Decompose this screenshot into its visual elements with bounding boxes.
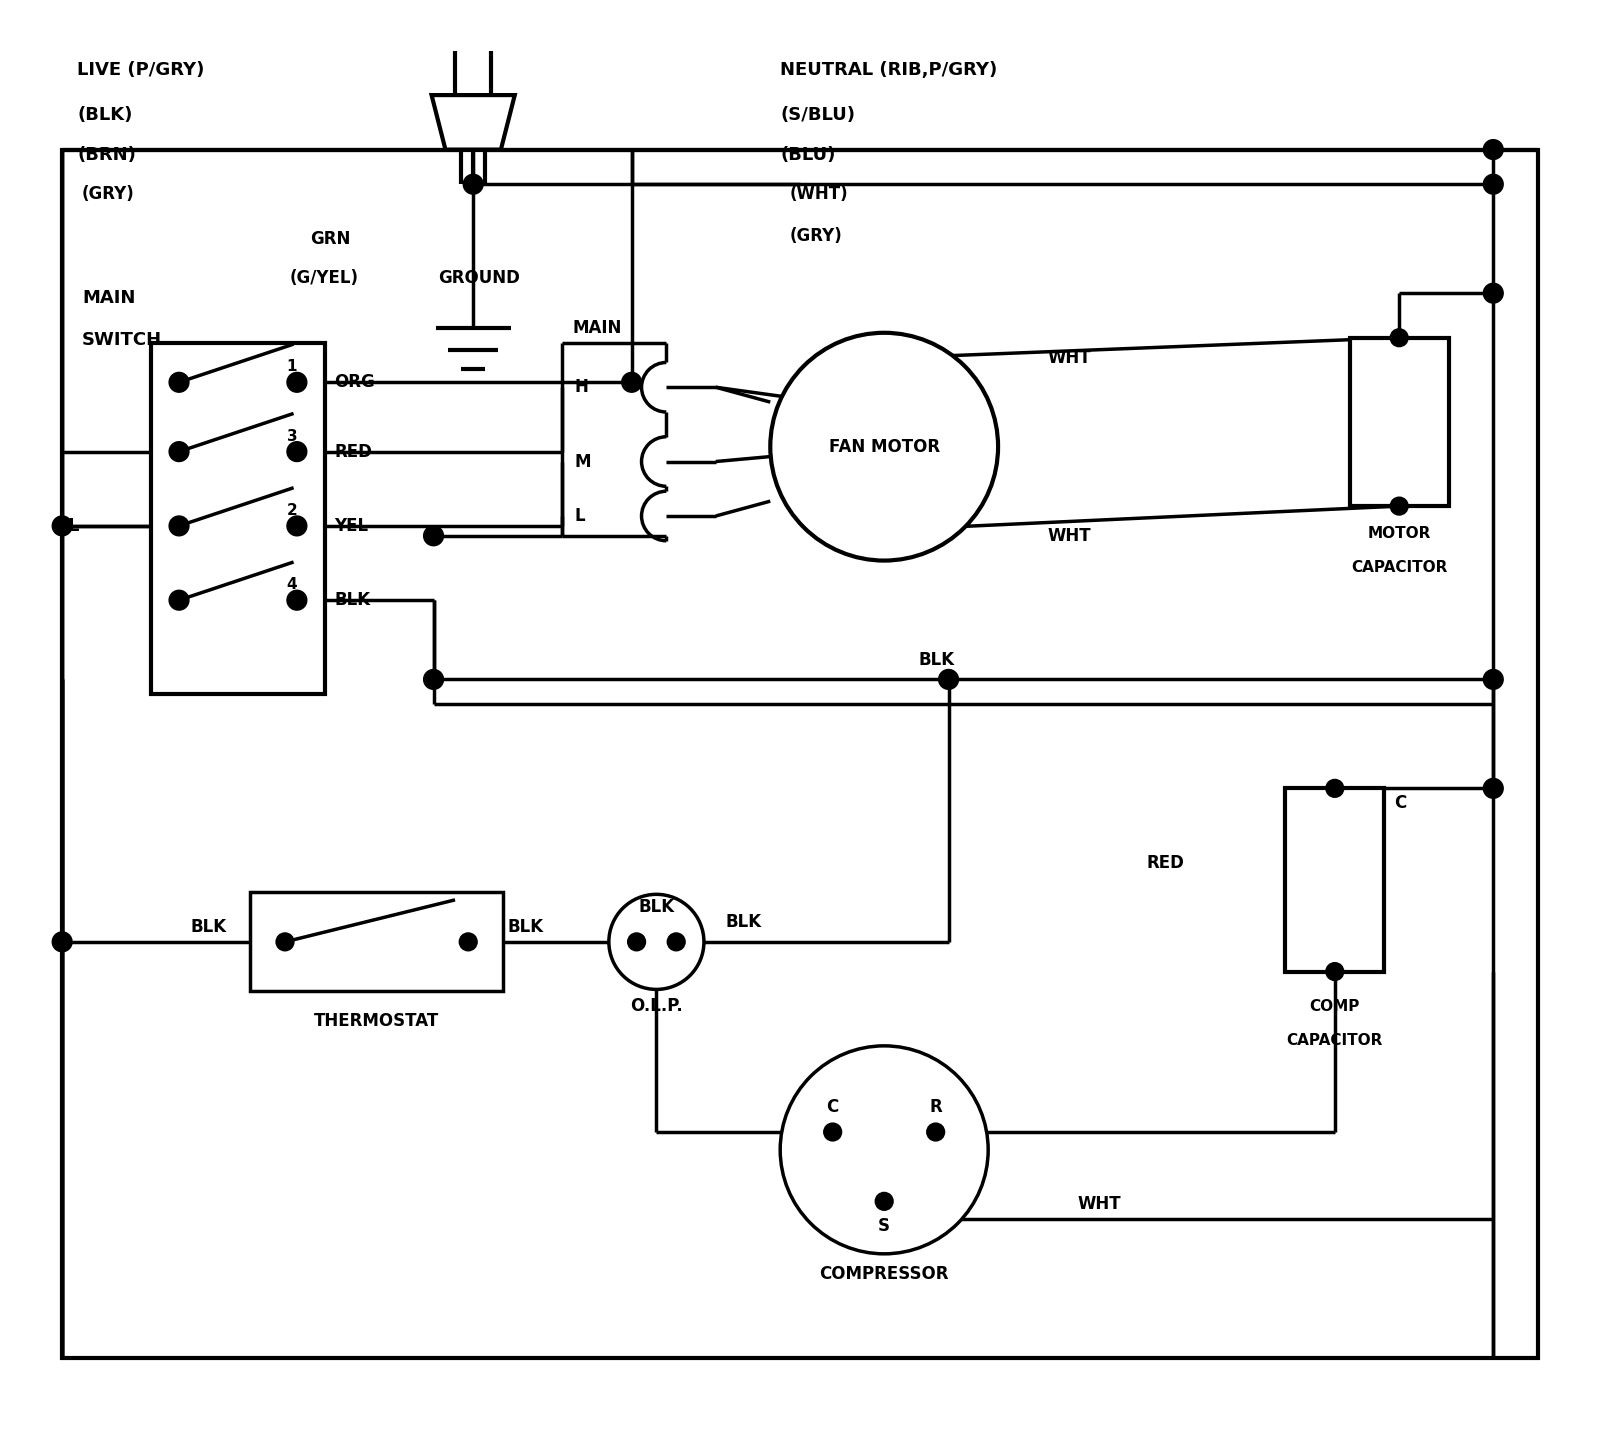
Text: 2: 2 <box>286 503 298 518</box>
Text: 4: 4 <box>286 578 298 592</box>
Text: C: C <box>1394 794 1406 812</box>
Circle shape <box>770 332 998 560</box>
Circle shape <box>781 1045 989 1253</box>
Circle shape <box>610 894 704 989</box>
Text: MOTOR: MOTOR <box>1368 526 1430 542</box>
Text: MAIN: MAIN <box>82 289 136 308</box>
Text: RED: RED <box>1147 853 1184 872</box>
Text: (GRY): (GRY) <box>82 185 134 204</box>
Bar <box>152 342 325 695</box>
Text: BLK: BLK <box>334 591 371 609</box>
Text: (S/BLU): (S/BLU) <box>781 105 854 124</box>
Circle shape <box>622 373 642 393</box>
Text: (WHT): (WHT) <box>790 185 848 204</box>
Circle shape <box>1390 329 1408 347</box>
Text: GRN: GRN <box>310 230 350 248</box>
Text: BLK: BLK <box>190 918 227 936</box>
Circle shape <box>286 591 307 609</box>
Text: BLK: BLK <box>918 651 955 669</box>
Circle shape <box>939 670 958 689</box>
Text: NEUTRAL (RIB,P/GRY): NEUTRAL (RIB,P/GRY) <box>781 61 997 79</box>
Text: YEL: YEL <box>334 517 368 534</box>
Bar <box>1285 788 1384 972</box>
Circle shape <box>875 1193 893 1210</box>
Circle shape <box>170 591 189 609</box>
Text: RED: RED <box>334 443 373 461</box>
Circle shape <box>424 526 443 546</box>
Circle shape <box>1483 283 1502 303</box>
Text: ORG: ORG <box>334 374 376 391</box>
Circle shape <box>459 933 477 950</box>
Text: L: L <box>67 517 78 534</box>
Circle shape <box>53 516 72 536</box>
Text: WHT: WHT <box>1077 1196 1122 1213</box>
Text: (BLK): (BLK) <box>77 105 133 124</box>
Circle shape <box>1326 963 1344 980</box>
Circle shape <box>1483 175 1502 193</box>
Text: C: C <box>827 1099 838 1116</box>
Circle shape <box>1483 778 1502 799</box>
Text: WHT: WHT <box>1048 348 1091 367</box>
Text: BLK: BLK <box>507 918 544 936</box>
Text: O.L.P.: O.L.P. <box>630 998 683 1015</box>
Text: SWITCH: SWITCH <box>82 331 162 348</box>
Circle shape <box>424 670 443 689</box>
Circle shape <box>170 516 189 536</box>
Circle shape <box>170 442 189 462</box>
Bar <box>250 892 502 992</box>
Circle shape <box>667 933 685 950</box>
Circle shape <box>824 1123 842 1141</box>
Text: S: S <box>878 1217 890 1235</box>
Circle shape <box>926 1123 944 1141</box>
Text: (GRY): (GRY) <box>790 227 843 244</box>
Text: LIVE (P/GRY): LIVE (P/GRY) <box>77 61 205 79</box>
Text: COMP: COMP <box>1310 999 1360 1014</box>
Text: CAPACITOR: CAPACITOR <box>1350 560 1448 575</box>
Text: M: M <box>574 452 590 471</box>
Text: 1: 1 <box>286 360 298 374</box>
Circle shape <box>286 516 307 536</box>
Text: (BRN): (BRN) <box>77 146 136 163</box>
Circle shape <box>170 373 189 393</box>
Circle shape <box>53 931 72 952</box>
Text: (BLU): (BLU) <box>781 146 835 163</box>
Text: BLK: BLK <box>726 913 762 931</box>
Bar <box>1350 338 1448 505</box>
Text: 3: 3 <box>286 429 298 443</box>
Circle shape <box>1390 497 1408 516</box>
Circle shape <box>277 933 294 950</box>
Circle shape <box>1483 670 1502 689</box>
Text: L: L <box>574 507 586 526</box>
Circle shape <box>1483 140 1502 159</box>
Text: H: H <box>574 378 589 396</box>
Text: COMPRESSOR: COMPRESSOR <box>819 1265 949 1282</box>
Text: WHT: WHT <box>1048 527 1091 544</box>
Text: CAPACITOR: CAPACITOR <box>1286 1034 1382 1048</box>
Text: BLK: BLK <box>638 898 675 915</box>
Circle shape <box>627 933 645 950</box>
Text: (G/YEL): (G/YEL) <box>290 270 358 287</box>
Circle shape <box>286 373 307 393</box>
Text: MAIN: MAIN <box>573 319 621 336</box>
Text: FAN MOTOR: FAN MOTOR <box>829 438 939 456</box>
Circle shape <box>464 175 483 193</box>
Text: GROUND: GROUND <box>438 270 520 287</box>
Circle shape <box>1326 780 1344 797</box>
Text: THERMOSTAT: THERMOSTAT <box>314 1012 438 1030</box>
Text: R: R <box>930 1099 942 1116</box>
Circle shape <box>286 442 307 462</box>
Bar <box>62 150 1538 1357</box>
Polygon shape <box>432 95 515 150</box>
